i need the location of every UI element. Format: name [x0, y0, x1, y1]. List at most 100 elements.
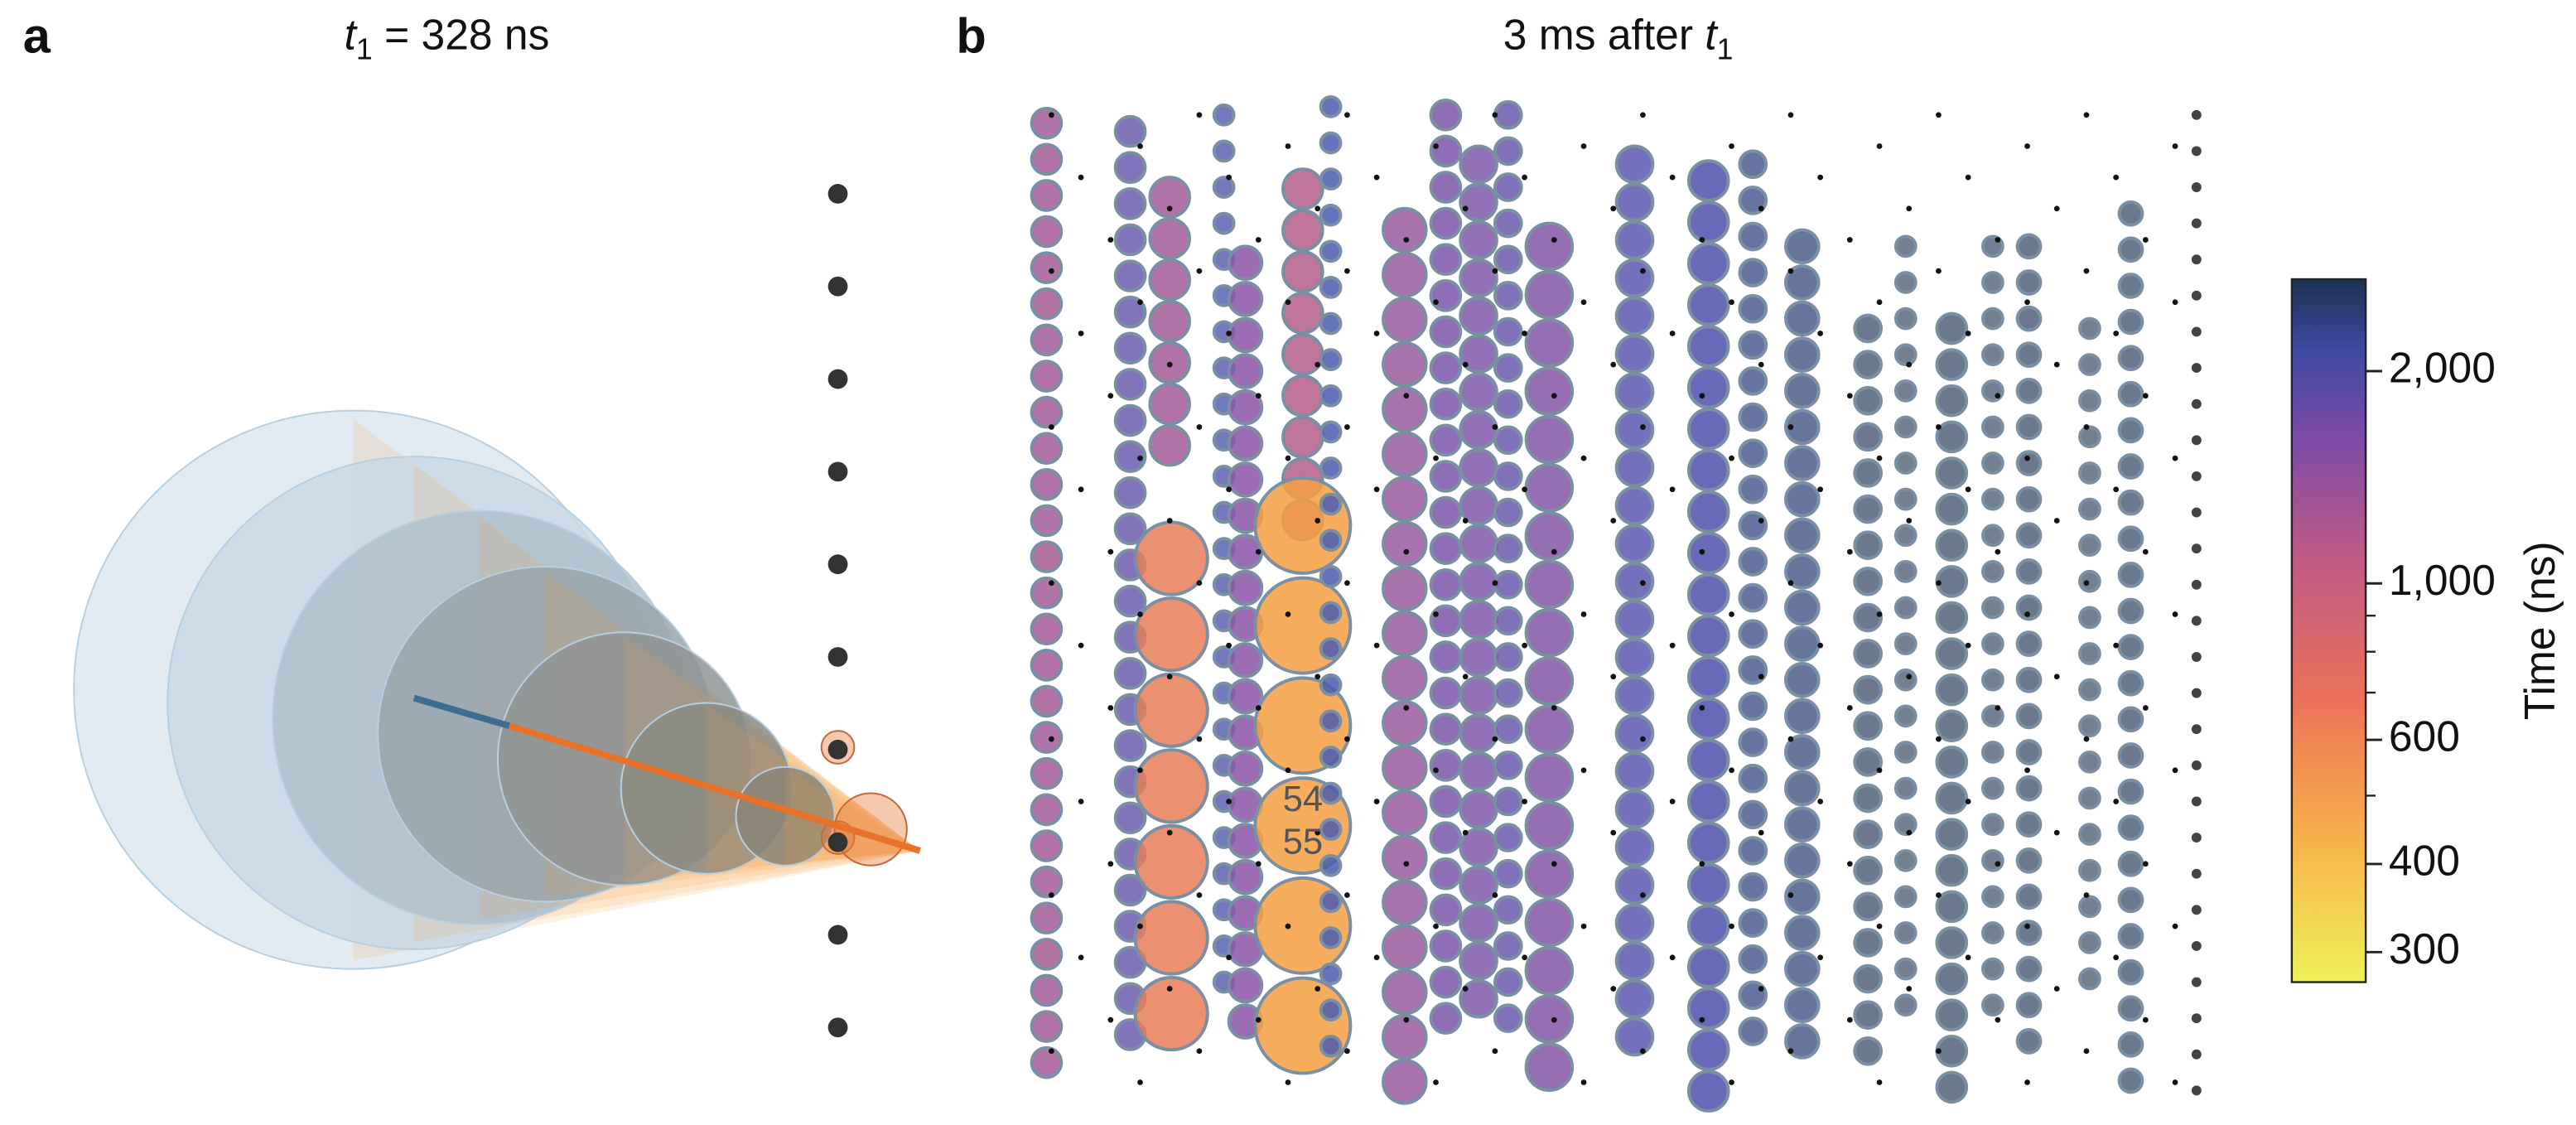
atom-dot: [1522, 486, 1527, 492]
atom-dot: [2054, 830, 2060, 836]
atom-dot: [1493, 268, 1498, 274]
atom: [1229, 969, 1262, 1002]
atom: [1739, 801, 1766, 828]
atom: [1383, 298, 1426, 341]
atom-dot: [1107, 705, 1113, 711]
atom: [1739, 331, 1766, 358]
atom: [1617, 336, 1653, 372]
atom: [2192, 543, 2202, 553]
atom: [1617, 943, 1653, 979]
atom-dot: [1995, 393, 2000, 398]
atom: [1383, 432, 1426, 476]
atom: [1431, 425, 1461, 455]
atom: [1431, 281, 1461, 311]
atom: [2120, 672, 2143, 695]
atom: [1786, 519, 1819, 552]
atom: [1495, 355, 1522, 381]
atom: [1431, 895, 1461, 925]
atom: [1983, 490, 2003, 509]
atom: [1321, 819, 1341, 839]
atom: [1321, 169, 1341, 189]
atom: [1032, 614, 1062, 644]
atom: [2192, 291, 2202, 301]
atom: [1321, 856, 1341, 876]
atom: [1739, 296, 1766, 322]
atom: [1855, 351, 1881, 378]
atom: [1527, 610, 1573, 656]
atom: [2080, 572, 2100, 591]
atom: [1495, 969, 1522, 996]
atom-dot: [1286, 143, 1291, 149]
atom-dot: [1315, 674, 1320, 679]
atom: [1896, 670, 1916, 690]
atom: [1786, 591, 1819, 625]
colorbar-label: Time (ns): [2516, 541, 2564, 720]
atom-dot: [1906, 362, 1912, 368]
atom-dot: [1049, 112, 1054, 118]
atom: [1617, 640, 1653, 676]
atom-dot: [1966, 799, 1971, 804]
atom: [1786, 302, 1819, 336]
atom: [1321, 241, 1341, 261]
atom: [1150, 426, 1189, 466]
atom: [1460, 374, 1497, 410]
atom: [1214, 105, 1234, 125]
atom: [1431, 209, 1461, 239]
atom: [1229, 246, 1262, 279]
atom-dot: [1966, 486, 1971, 492]
atom: [1321, 784, 1341, 804]
atom: [1527, 465, 1573, 511]
atom-dot: [2024, 611, 2030, 617]
atom: [1855, 1002, 1881, 1028]
atom-dot: [2084, 1048, 2090, 1054]
atom-dot: [2113, 799, 2119, 804]
atom-dot: [1788, 736, 1794, 742]
atom: [1689, 202, 1729, 242]
atom: [1032, 326, 1062, 355]
atom-dot: [1877, 143, 1883, 149]
atom-dot: [1551, 705, 1557, 711]
atom: [1032, 976, 1062, 1006]
atom: [1431, 1003, 1461, 1033]
atom-dot: [1936, 736, 1942, 742]
atom: [1527, 803, 1573, 849]
atom: [1739, 404, 1766, 431]
atom: [1460, 753, 1497, 789]
atom: [1739, 765, 1766, 792]
atom-dot: [1729, 299, 1734, 305]
atom: [1896, 851, 1916, 871]
tick-label: 600: [2389, 712, 2460, 760]
atom-dot: [1877, 767, 1883, 773]
atom-dot: [1374, 799, 1380, 804]
atom-dot: [1817, 331, 1823, 336]
atom: [2192, 399, 2202, 409]
atom-dot: [2084, 892, 2090, 898]
atom-dot: [2173, 924, 2178, 929]
atom: [1617, 298, 1653, 335]
atom-dot: [1936, 424, 1942, 430]
atom-dot: [2024, 924, 2030, 929]
atom: [1460, 298, 1497, 335]
atom: [1896, 381, 1916, 401]
atom: [1617, 753, 1653, 789]
atom: [1983, 923, 2003, 943]
atom-dot: [1107, 549, 1113, 555]
atom-dot: [1344, 424, 1350, 430]
atom: [1855, 893, 1881, 920]
atom: [1739, 838, 1766, 864]
atom: [1495, 572, 1522, 598]
atom: [2192, 110, 2202, 120]
atom-dot: [1374, 331, 1380, 336]
atom: [1495, 535, 1522, 562]
atom: [1383, 1060, 1426, 1103]
atom: [1431, 751, 1461, 780]
atom-dot: [1107, 861, 1113, 867]
atom: [1786, 916, 1819, 949]
title-prefix: 3 ms after: [1503, 10, 1705, 58]
atom: [1032, 144, 1062, 174]
atom: [1460, 943, 1497, 979]
atom-dot: [1522, 799, 1527, 804]
atom-dot: [1286, 1079, 1291, 1085]
atom: [2080, 463, 2100, 483]
atom: [1786, 988, 1819, 1021]
